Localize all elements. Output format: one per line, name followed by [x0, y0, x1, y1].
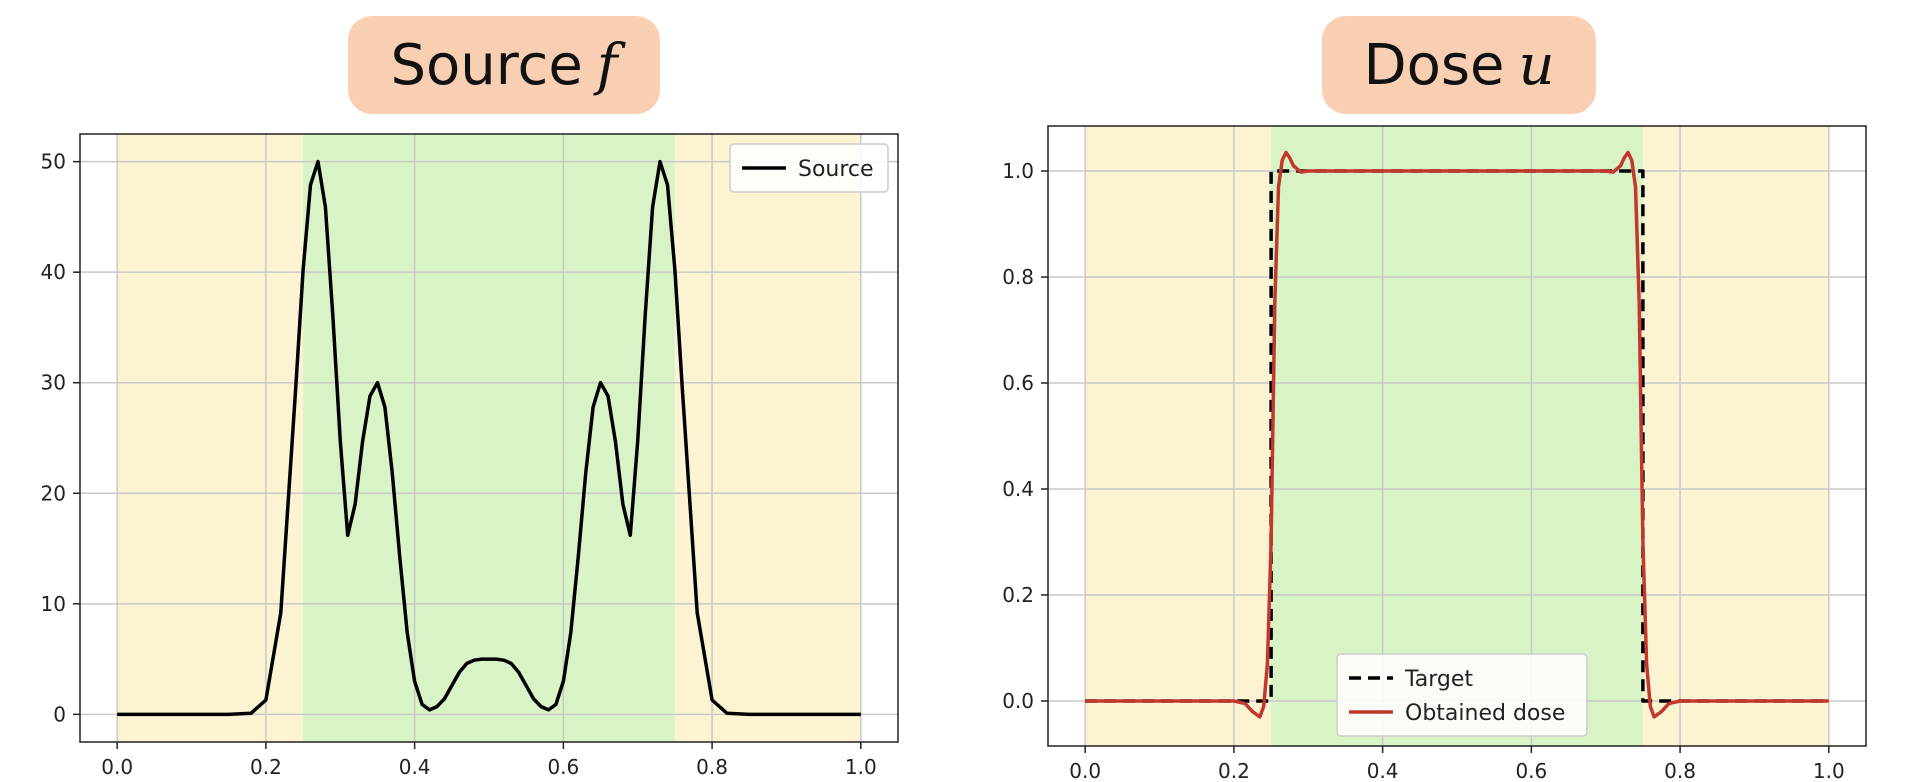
dose-xtick-label-0: 0.0: [1069, 759, 1101, 782]
dose-legend-label-1: Obtained dose: [1405, 701, 1565, 726]
source-xtick-label-1: 0.2: [250, 755, 282, 779]
source-region-0: [117, 134, 304, 742]
source-ytick-label-1: 10: [41, 592, 66, 616]
source-series-source: [117, 159, 861, 717]
source-xtick-label-0: 0.0: [101, 755, 133, 779]
source-ytick-label-2: 20: [41, 481, 66, 505]
source-xtick-label-5: 1.0: [845, 755, 877, 779]
source-title-text: Source: [390, 32, 583, 98]
source-legend-label-0: Source: [798, 157, 874, 182]
dose-axes-frame: [1047, 125, 1867, 747]
dose-region-2: [1642, 126, 1829, 746]
source-title-variable: f: [596, 32, 618, 98]
dose-ytick-label-0: 0.0: [1002, 689, 1034, 713]
source-xtick-label-4: 0.8: [696, 755, 728, 779]
source-xtick-label-2: 0.4: [399, 755, 431, 779]
source-ytick-label-0: 0: [53, 702, 66, 726]
dose-region-0: [1085, 126, 1272, 746]
source-region-2: [674, 134, 861, 742]
source-ytick-label-4: 40: [41, 260, 66, 284]
dose-ytick-label-5: 1.0: [1002, 159, 1034, 183]
dose-xtick-label-2: 0.4: [1367, 759, 1399, 782]
dose-legend-label-0: Target: [1404, 667, 1473, 692]
dose-ytick-label-3: 0.6: [1002, 371, 1034, 395]
dose-title-variable: u: [1518, 32, 1555, 98]
dose-xtick-label-3: 0.6: [1515, 759, 1547, 782]
source-xtick-label-3: 0.6: [547, 755, 579, 779]
source-axes-frame: [79, 133, 899, 743]
source-region-1: [303, 134, 675, 742]
dose-ytick-label-4: 0.8: [1002, 265, 1034, 289]
dose-ytick-label-2: 0.4: [1002, 477, 1034, 501]
source-legend-box: [729, 143, 889, 193]
dose-chart: 0.0 0.2 0.4 0.6 0.8 1.0 0.0 0.2 0.4 0.6 0.8 1.0 Targ…: [1002, 125, 1867, 782]
source-chart: 0.0 0.2 0.4 0.6 0.8 1.0 0 10 20 30 40 50 Source: [41, 133, 899, 779]
dose-xtick-label-1: 0.2: [1218, 759, 1250, 782]
dose-legend: Target Obtained dose: [1336, 653, 1588, 737]
source-ytick-label-3: 30: [41, 371, 66, 395]
source-legend: Source: [729, 143, 889, 193]
source-ytick-label-5: 50: [41, 150, 66, 174]
dose-xtick-label-5: 1.0: [1813, 759, 1845, 782]
dose-title-text: Dose: [1363, 32, 1505, 98]
dose-ytick-label-1: 0.2: [1002, 583, 1034, 607]
source-title: Source f: [348, 16, 660, 114]
dose-xtick-label-4: 0.8: [1664, 759, 1696, 782]
dose-region-1: [1271, 126, 1643, 746]
dose-series-obtained-dose: [1085, 150, 1829, 719]
dose-legend-box: [1336, 653, 1588, 737]
dose-title: Dose u: [1322, 16, 1596, 114]
